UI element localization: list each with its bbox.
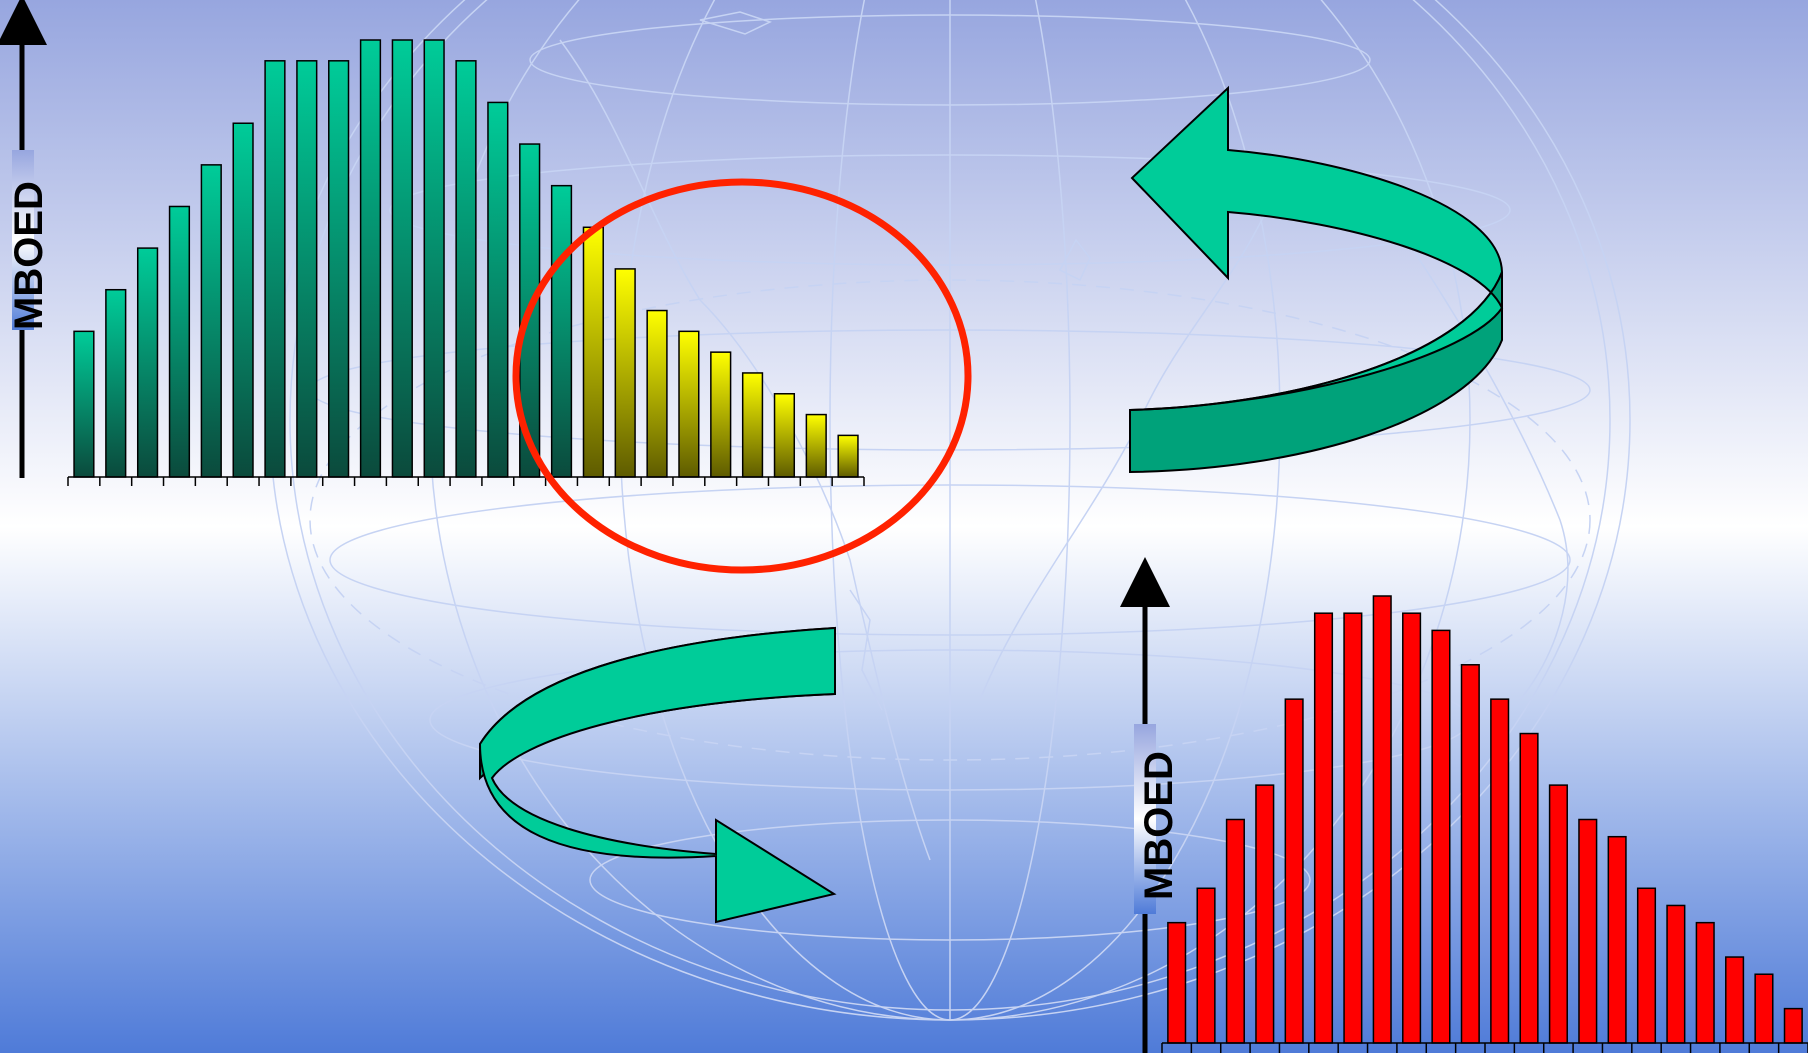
bar	[582, 226, 604, 478]
bar	[1313, 612, 1334, 1044]
bar	[1343, 612, 1363, 1044]
chart-bottom-right: MBOED	[1120, 557, 1808, 1053]
y-axis-label-backdrop	[12, 150, 34, 330]
bar	[1372, 595, 1392, 1044]
bar	[1548, 784, 1568, 1044]
bar	[678, 330, 700, 478]
bar	[391, 39, 413, 478]
bar	[1167, 921, 1187, 1044]
bar	[296, 60, 318, 478]
bar	[328, 60, 350, 478]
bar	[359, 39, 382, 478]
curved-arrow-top-right	[1129, 85, 1504, 474]
bar	[105, 288, 127, 478]
bar	[1607, 835, 1627, 1044]
bar	[264, 60, 286, 478]
bar	[423, 39, 445, 478]
bar	[1578, 818, 1598, 1044]
bar	[1402, 612, 1422, 1044]
y-axis-label: MBOED	[1137, 751, 1181, 900]
bar	[550, 184, 573, 478]
bar	[1255, 784, 1275, 1044]
bar	[1460, 664, 1480, 1044]
chart-top-left: MBOED	[0, 0, 865, 486]
bar	[1754, 973, 1774, 1044]
bar	[487, 101, 509, 478]
curved-arrow-bottom-left	[478, 626, 837, 924]
bar	[805, 413, 827, 478]
bar	[837, 434, 859, 478]
bar	[136, 247, 159, 478]
bar	[232, 122, 254, 478]
bar	[614, 268, 636, 478]
bar	[168, 205, 191, 478]
bar	[455, 60, 477, 478]
bar	[1490, 698, 1510, 1044]
bar	[1725, 956, 1745, 1044]
bar	[1431, 629, 1451, 1044]
bar	[1284, 698, 1304, 1044]
bar	[1636, 887, 1657, 1044]
highlight-ellipse	[512, 178, 972, 574]
y-axis-label: MBOED	[7, 181, 51, 330]
bar	[73, 330, 95, 478]
bar	[1666, 904, 1686, 1044]
bar	[646, 309, 668, 478]
bar	[1695, 921, 1715, 1044]
y-axis-label-backdrop	[1134, 724, 1156, 914]
bar	[1196, 887, 1216, 1044]
bar	[710, 351, 732, 478]
bar	[773, 393, 796, 478]
bar	[1225, 818, 1245, 1044]
bar	[1783, 1007, 1803, 1044]
bar	[741, 372, 764, 478]
bar	[1519, 732, 1539, 1044]
bar	[200, 164, 222, 478]
